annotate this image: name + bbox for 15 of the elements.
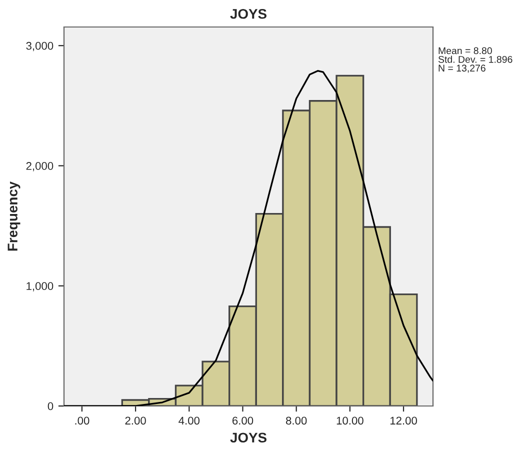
- y-tick-label: 0: [48, 402, 54, 410]
- x-axis-title: JOYS: [230, 432, 266, 443]
- y-tick-label: 3,000: [26, 42, 54, 52]
- chart-title: JOYS: [230, 8, 266, 19]
- x-tick-label: 2.00: [125, 416, 146, 425]
- text: Mean = 8.80 Std. Dev. = 1.896 N = 13,276: [438, 47, 512, 73]
- x-tick-label: 8.00: [286, 416, 307, 425]
- x-tick-label: 4.00: [178, 416, 200, 425]
- y-axis-title: Frequency: [8, 181, 20, 251]
- y-tick-label: 2,000: [26, 162, 54, 172]
- x-tick-label: 6.00: [232, 416, 254, 425]
- x-tick-label: 12.00: [390, 416, 417, 425]
- x-tick-label: .00: [75, 416, 90, 425]
- y-tick-label: 1,000: [26, 282, 54, 292]
- x-tick-label: 10.00: [336, 416, 364, 425]
